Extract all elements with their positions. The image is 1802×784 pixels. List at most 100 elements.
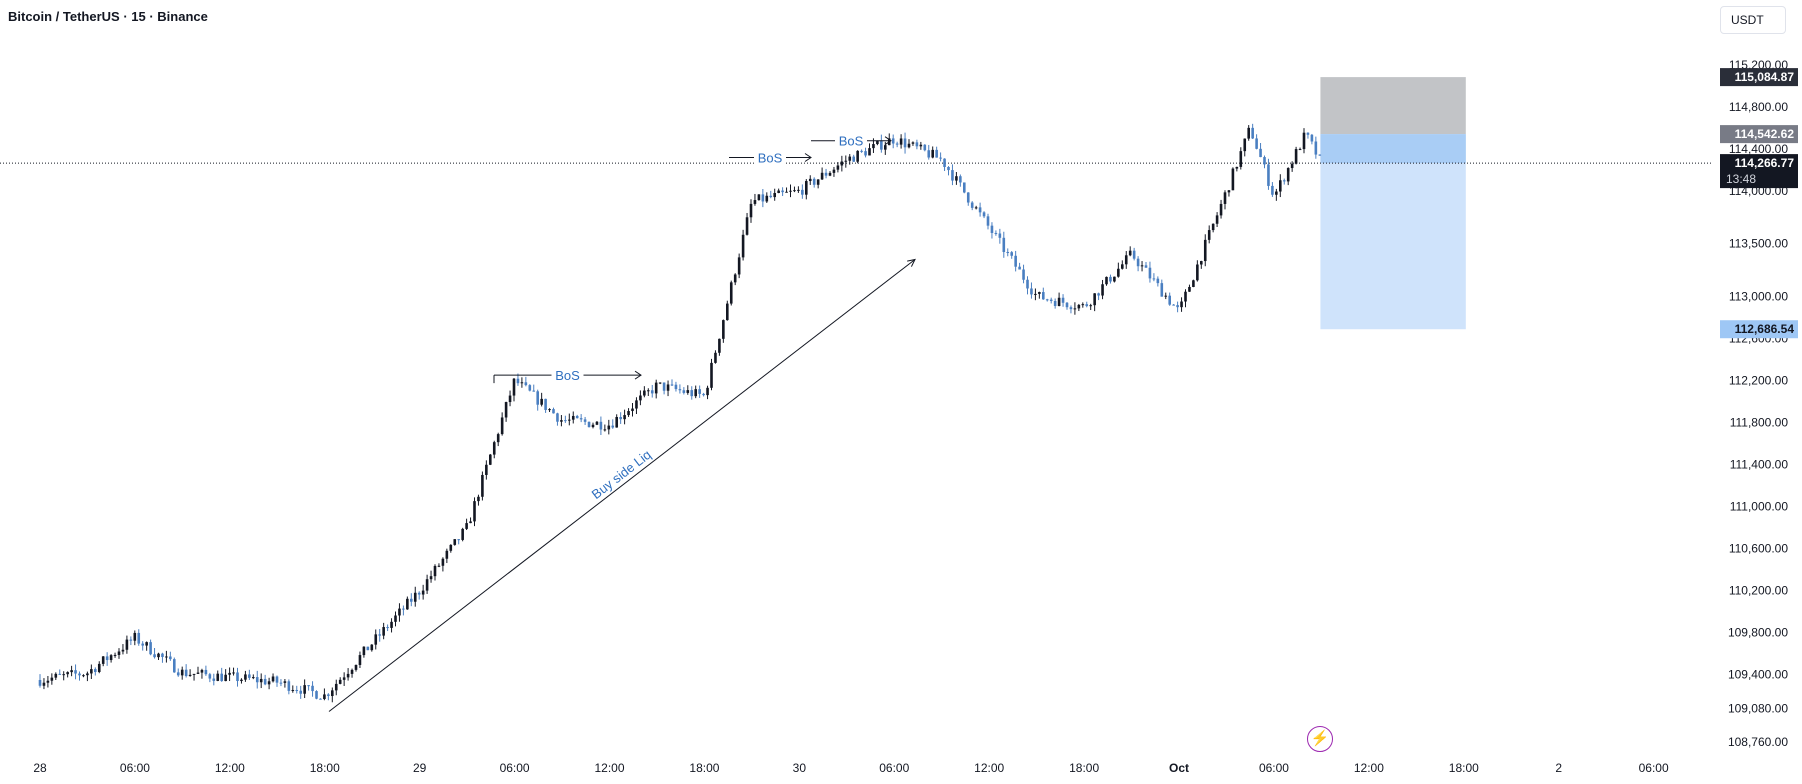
candle (417, 591, 421, 600)
candle (90, 664, 93, 679)
candle (1018, 262, 1021, 270)
candle (702, 392, 705, 397)
candle (248, 669, 251, 681)
candle (710, 358, 713, 391)
candle (338, 677, 342, 685)
candle (406, 596, 409, 610)
candle (1239, 147, 1243, 170)
candle (240, 678, 243, 684)
candle (1275, 188, 1278, 201)
candle (1038, 291, 1041, 299)
candle (520, 377, 524, 388)
candle (982, 211, 986, 219)
candle (970, 201, 974, 211)
candle (643, 386, 646, 398)
candle (477, 494, 480, 506)
candle (165, 650, 168, 663)
stop-price-label-bg (1720, 68, 1798, 87)
candle (216, 670, 220, 682)
candle (1073, 302, 1077, 315)
y-tick-label: 108,760.00 (1728, 735, 1788, 749)
candle (453, 539, 457, 546)
candle (552, 407, 555, 414)
candle (481, 471, 484, 501)
candle (1002, 231, 1006, 258)
buy-side-liq-line (328, 259, 916, 712)
candle (1255, 134, 1258, 150)
candle (382, 622, 385, 640)
candle (82, 674, 85, 678)
candle (1263, 155, 1266, 169)
candle (1223, 190, 1227, 210)
candle (1053, 298, 1057, 309)
target-price-label: 112,686.54 (1735, 322, 1795, 336)
candle (532, 384, 536, 392)
candle (998, 228, 1002, 244)
candle (331, 687, 334, 703)
candle (1290, 161, 1294, 172)
candle (137, 629, 141, 646)
candle (204, 665, 208, 676)
candle (1207, 225, 1211, 244)
candle (994, 230, 998, 236)
candle (267, 677, 271, 690)
candle (58, 669, 62, 675)
currency-button[interactable]: USDT (1720, 6, 1786, 34)
candle (149, 639, 152, 656)
candle (836, 162, 840, 173)
candle (1247, 125, 1250, 141)
candle (66, 671, 69, 678)
candle (927, 144, 931, 160)
candle (690, 386, 694, 400)
candle (512, 378, 516, 402)
candle (173, 657, 176, 673)
candle (1144, 261, 1148, 268)
candle (74, 664, 77, 680)
candle (915, 139, 919, 150)
candle (1306, 132, 1310, 139)
candle (1117, 262, 1120, 278)
bos-label-bg (754, 148, 786, 165)
candle (232, 667, 235, 676)
candle (939, 152, 942, 162)
candle (1026, 276, 1029, 295)
candle (773, 188, 776, 201)
candle (1010, 251, 1013, 259)
candle (303, 679, 306, 699)
candle (1136, 256, 1140, 272)
candle (560, 415, 563, 427)
lightning-bolt-icon[interactable]: ⚡ (1307, 726, 1333, 752)
candle (38, 674, 42, 688)
candle (390, 618, 393, 633)
candle (536, 389, 539, 411)
candle (571, 411, 575, 424)
candle (737, 253, 741, 279)
candle (635, 397, 638, 415)
candle (176, 668, 180, 677)
x-tick-label: 29 (413, 761, 427, 775)
candle (78, 671, 81, 681)
candle (1152, 273, 1156, 282)
candle (1045, 298, 1049, 302)
candle (832, 166, 836, 177)
candle (169, 651, 172, 661)
candle (587, 421, 591, 428)
candle (1251, 123, 1254, 140)
candle (603, 424, 607, 432)
candle (496, 432, 500, 447)
candle (666, 380, 670, 397)
candle (544, 398, 547, 413)
candle (955, 171, 958, 185)
candle (394, 611, 397, 627)
candle (255, 670, 259, 689)
candle (726, 300, 729, 321)
candle (220, 667, 223, 682)
candle (125, 635, 129, 654)
candle (907, 139, 911, 149)
bos-label: BoS (758, 151, 783, 166)
candle (346, 668, 350, 681)
candle (1148, 261, 1152, 283)
candle (153, 647, 156, 659)
candle (864, 146, 867, 158)
